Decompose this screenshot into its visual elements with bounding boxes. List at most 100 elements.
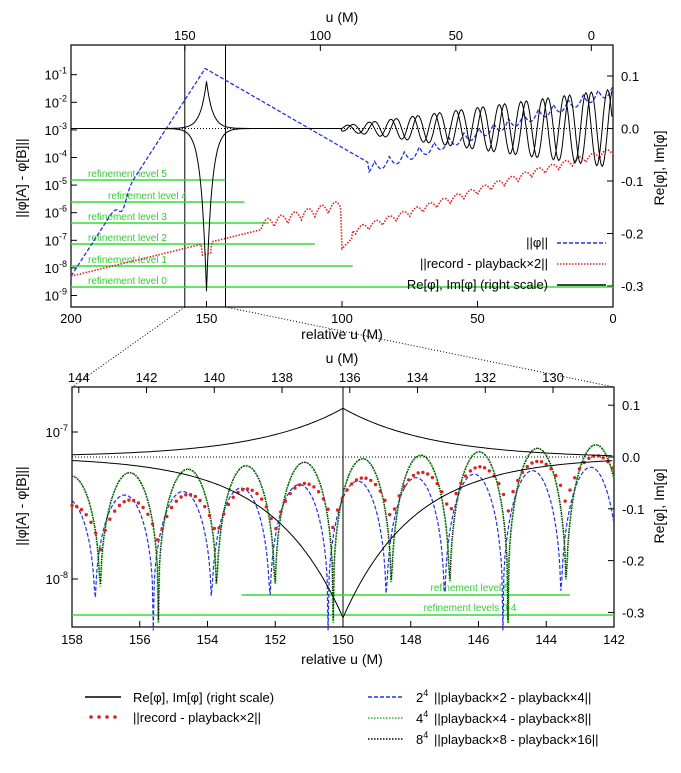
bottom-record-playback-dot (184, 493, 188, 497)
bottom-record-playback-dot (435, 481, 439, 486)
top-x-tick-label: 200 (60, 311, 82, 326)
top-legend-label: Re[φ], Im[φ] (right scale) (407, 277, 548, 292)
bottom-legend-prefix: 84 (416, 730, 428, 747)
bottom-record-playback-dot (554, 473, 558, 478)
bottom-record-playback-dot (245, 487, 250, 491)
bottom-record-playback-dot (136, 501, 141, 505)
bottom-record-playback-dot (312, 485, 316, 489)
bottom-record-playback-dot (497, 481, 501, 486)
bottom-u-tick-label: 140 (203, 370, 225, 385)
bottom-record-playback-dot (454, 491, 458, 496)
bottom-x-axis-label: relative u (M) (301, 651, 383, 667)
top-x-axis-label: relative u (M) (301, 326, 383, 342)
bottom-record-playback-dot (302, 481, 307, 486)
bottom-record-playback-dot (155, 538, 160, 542)
bottom-record-playback-dot (241, 488, 245, 492)
bottom-u-tick-label: 136 (339, 370, 361, 385)
bottom-u-axis-label: u (M) (326, 350, 359, 366)
top-x-tick-label: 0 (609, 311, 616, 326)
bottom-record-playback-dot (369, 478, 373, 483)
bottom-record-playback-dot (193, 494, 197, 499)
bottom-record-playback-dot (188, 493, 193, 497)
bottom-refinement-label: refinement level 5 (431, 583, 510, 594)
top-y2-tick-label: -0.2 (621, 227, 643, 242)
bottom-record-playback-dot (274, 526, 278, 531)
bottom-record-playback-dot (264, 505, 269, 509)
bottom-legend-label: ||record - playback×2|| (133, 710, 261, 725)
bottom-record-playback-dot (359, 476, 363, 480)
bottom-record-playback-dot (345, 488, 349, 492)
bottom-record-playback-dot (160, 527, 164, 531)
bottom-record-playback-dot (440, 490, 444, 494)
top-y2-axis-label: Re[φ], Im[φ] (651, 131, 667, 206)
bottom-record-playback-dot (108, 517, 112, 521)
bottom-record-playback-dot (568, 488, 572, 492)
bottom-record-playback-dot (426, 472, 430, 476)
bottom-record-playback-dot (122, 500, 126, 504)
bottom-y2-tick-label: 0.0 (622, 450, 640, 465)
bottom-y-tick-label: 10-8 (46, 570, 68, 587)
bottom-u-tick-label: 144 (68, 370, 90, 385)
top-refinement-label: refinement level 4 (108, 191, 187, 202)
top-refinement-label: refinement level 1 (88, 255, 167, 266)
bottom-record-playback-dot (378, 489, 382, 493)
bottom-u-tick-label: 142 (136, 370, 158, 385)
bottom-legend-label: ||playback×4 - playback×8|| (434, 711, 591, 726)
bottom-y2-tick-label: 0.1 (622, 398, 640, 413)
bottom-record-playback-dot (463, 474, 468, 478)
top-y2-tick-label: 0.0 (621, 122, 639, 137)
bottom-u-tick-label: 130 (542, 370, 564, 385)
top-y-tick-label: 10-3 (45, 121, 67, 138)
top-y2-tick-label: -0.1 (621, 174, 643, 189)
bottom-record-playback-dot (373, 482, 378, 487)
top-y-tick-label: 10-9 (45, 287, 67, 304)
bottom-record-playback-dot (174, 499, 178, 503)
bottom-record-playback-dot (487, 469, 491, 473)
bottom-y2-tick-label: -0.1 (622, 502, 644, 517)
bottom-record-playback-dot (279, 510, 283, 514)
bottom-record-playback-dot (587, 456, 591, 460)
bottom-legend-prefix: 24 (416, 688, 428, 705)
zoom-connector-left (71, 306, 186, 388)
bottom-x-tick-label: 156 (129, 632, 151, 647)
top-y-tick-label: 10-2 (45, 93, 67, 110)
bottom-record-playback-dot (307, 482, 311, 486)
bottom-record-playback-dot (250, 488, 254, 492)
bottom-record-playback-dot (468, 469, 473, 473)
bottom-series-playback4-8 (71, 443, 615, 624)
bottom-u-tick-label: 132 (474, 370, 496, 385)
bottom-record-playback-dot (288, 491, 292, 496)
bottom-record-playback-dot (335, 508, 340, 512)
bottom-y2-tick-label: -0.3 (622, 605, 644, 620)
bottom-x-tick-label: 150 (332, 632, 354, 647)
top-y-tick-label: 10-8 (45, 259, 67, 276)
bottom-record-playback-dot (165, 514, 169, 519)
bottom-record-playback-dot (260, 497, 264, 501)
bottom-y2-tick-label: -0.2 (622, 554, 644, 569)
bottom-record-playback-dot (222, 512, 226, 516)
top-y-tick-label: 10-6 (45, 204, 67, 221)
top-y-tick-label: 10-7 (45, 231, 67, 248)
top-y-tick-label: 10-4 (45, 149, 67, 166)
bottom-record-playback-dot (269, 516, 273, 521)
bottom-legend-swatch (105, 715, 109, 719)
bottom-record-playback-dot (473, 466, 477, 470)
bottom-record-playback-dot (573, 476, 577, 480)
bottom-record-playback-dot (501, 492, 506, 497)
bottom-record-playback-dot (383, 498, 387, 502)
bottom-record-playback-dot (340, 496, 344, 501)
top-y2-tick-label: 0.1 (621, 69, 639, 84)
bottom-y2-axis-label: Re[φ], Im[φ] (651, 469, 667, 544)
bottom-record-playback-dot (283, 499, 288, 503)
bottom-record-playback-dot (411, 473, 416, 478)
bottom-record-playback-dot (520, 470, 525, 475)
bottom-record-playback-dot (326, 507, 330, 511)
bottom-record-playback-dot (113, 509, 117, 513)
bottom-refinement-label: refinement levels 0-4 (424, 603, 517, 614)
bottom-y-tick-label: 10-7 (46, 423, 68, 440)
bottom-u-tick-label: 138 (271, 370, 293, 385)
bottom-record-playback-dot (525, 464, 529, 469)
bottom-record-playback-dot (516, 478, 520, 483)
bottom-legend-swatch (113, 715, 117, 719)
top-x-tick-label: 50 (470, 311, 484, 326)
